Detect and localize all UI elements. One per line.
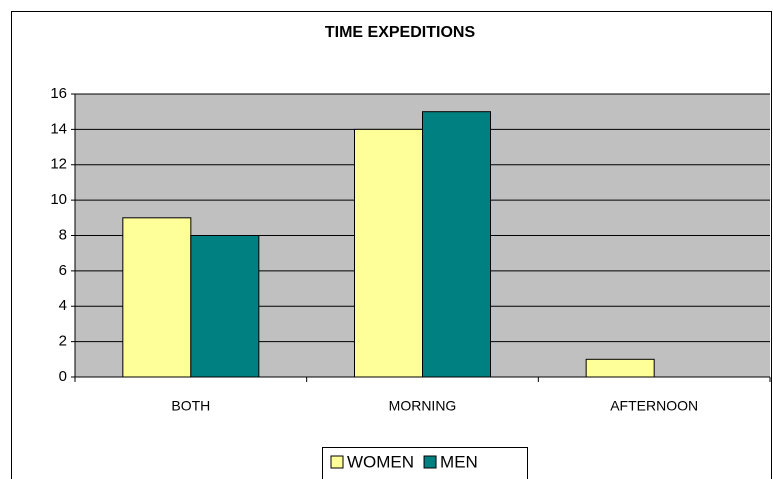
legend-swatch [330,455,344,469]
y-tick-label: 2 [59,333,67,350]
y-tick-label: 14 [50,120,67,137]
y-tick-label: 0 [59,368,67,385]
x-tick-label: MORNING [389,398,457,414]
y-tick-label: 12 [50,156,67,173]
x-tick-label: AFTERNOON [610,398,698,414]
y-tick-label: 6 [59,262,67,279]
x-tick-label: BOTH [171,398,210,414]
bar [354,128,423,378]
legend-label: MEN [440,452,478,471]
legend-swatch [423,455,437,469]
bar [422,111,491,378]
y-tick-label: 4 [59,297,67,314]
chart-title: TIME EXPEDITIONS [325,24,476,41]
y-tick-label: 10 [50,191,67,208]
y-tick-label: 16 [50,85,67,102]
bar [190,235,260,378]
bar [585,358,655,378]
y-tick-label: 8 [59,226,67,243]
legend-label: WOMEN [347,452,414,471]
bar [122,217,192,378]
